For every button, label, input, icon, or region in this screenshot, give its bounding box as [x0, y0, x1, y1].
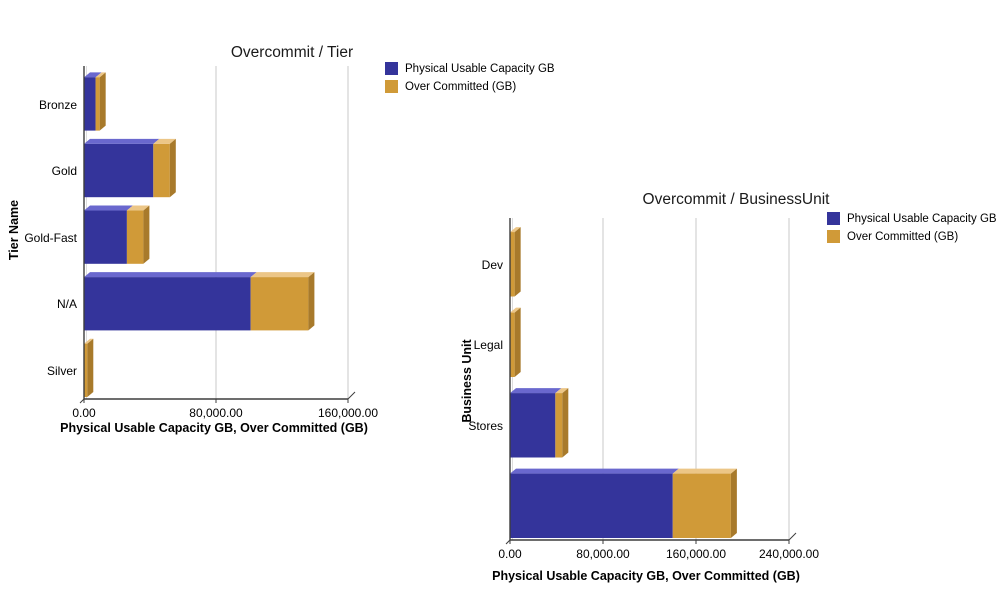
- bar-segment: [84, 143, 154, 198]
- x-tick-label: 240,000.00: [758, 547, 820, 561]
- bar-segment-top: [126, 205, 150, 211]
- x-tick-label: 0.00: [498, 547, 522, 561]
- plot-area: Dev Legal Stores 0.00 80,000.00 160,000.00 240…: [468, 218, 819, 561]
- bar-segment-top: [153, 138, 176, 144]
- axis-corner-left: [79, 398, 85, 404]
- chart-title: Overcommit / Tier: [230, 44, 354, 61]
- bar-end-cap: [562, 388, 569, 458]
- legend-swatch-gold: [827, 230, 840, 243]
- legend: Physical Usable Capacity GB Over Committ…: [385, 62, 555, 93]
- bar-segment-top: [84, 72, 102, 78]
- bar-segment: [126, 210, 144, 264]
- bar-segment-top: [95, 72, 106, 78]
- bar-end-cap: [99, 72, 106, 131]
- x-axis-title: Physical Usable Capacity GB, Over Commit…: [492, 569, 800, 583]
- plot-canvas: [505, 218, 797, 545]
- bar-segment-top: [510, 227, 521, 233]
- x-tick-label: 160,000.00: [317, 406, 379, 420]
- y-axis-title: Tier Name: [7, 199, 21, 261]
- bar-end-cap: [169, 138, 176, 198]
- legend-item-over-committed: Over Committed (GB): [827, 230, 997, 243]
- axis-corner-left: [505, 539, 511, 545]
- x-tick-label: 80,000.00: [189, 406, 243, 420]
- legend-item-physical-usable-capacity: Physical Usable Capacity GB: [827, 212, 997, 225]
- x-tick-label: 160,000.00: [665, 547, 727, 561]
- bar-segment-top: [84, 272, 257, 278]
- bar-segment-top: [84, 338, 94, 344]
- legend-item-physical-usable-capacity: Physical Usable Capacity GB: [385, 62, 555, 75]
- bar-segment-top: [510, 307, 521, 313]
- bar-end-cap: [308, 272, 315, 331]
- category-label: Legal: [473, 338, 503, 353]
- chart-title: Overcommit / BusinessUnit: [642, 191, 830, 208]
- category-label: Gold-Fast: [24, 230, 77, 245]
- category-label: Dev: [481, 257, 503, 272]
- category-label: Silver: [46, 364, 77, 379]
- bar-end-cap: [87, 338, 94, 397]
- bar-end-cap: [514, 227, 521, 297]
- bar-segment: [250, 277, 309, 331]
- bar-segment-top: [555, 388, 569, 394]
- legend-item-over-committed: Over Committed (GB): [385, 80, 555, 93]
- bar-segment: [510, 312, 515, 377]
- x-tick-label: 80,000.00: [576, 547, 630, 561]
- bar-end-cap: [143, 205, 150, 264]
- legend-swatch-blue: [385, 62, 398, 75]
- x-tick-label: 0.00: [72, 406, 96, 420]
- legend-swatch-blue: [827, 212, 840, 225]
- axis-corner-right: [788, 532, 797, 541]
- category-label: Bronze: [38, 97, 77, 112]
- y-axis-title: Business Unit: [460, 339, 474, 423]
- legend-label: Over Committed (GB): [847, 230, 959, 243]
- axis-corner-right: [347, 391, 356, 400]
- category-label: N/A: [56, 297, 77, 312]
- bar-segment: [84, 343, 88, 397]
- bar-segment: [84, 77, 96, 131]
- bar-segment-top: [250, 272, 315, 278]
- bar-segment-top: [84, 205, 133, 211]
- plot-area: Bronze Gold Gold-Fast N/A Silver 0.00 80,000.0…: [24, 66, 378, 420]
- category-label: Stores: [468, 418, 503, 433]
- bar-segment: [555, 393, 563, 458]
- category-label: Gold: [51, 164, 77, 179]
- bar-segment: [84, 277, 251, 331]
- bar-end-cap: [730, 468, 737, 538]
- bar-segment-top: [510, 388, 562, 394]
- legend-label: Over Committed (GB): [405, 80, 517, 93]
- bar-segment: [84, 210, 127, 264]
- legend-label: Physical Usable Capacity GB: [405, 62, 555, 75]
- bar-segment: [510, 393, 556, 458]
- bar-end-cap: [514, 307, 521, 377]
- legend-swatch-gold: [385, 80, 398, 93]
- bar-segment-top: [84, 138, 160, 144]
- bar-segment: [95, 77, 100, 131]
- bar-segment: [510, 232, 515, 297]
- x-axis-title: Physical Usable Capacity GB, Over Commit…: [60, 421, 368, 435]
- legend: Physical Usable Capacity GB Over Committ…: [827, 212, 997, 243]
- bar-segment: [153, 143, 170, 198]
- bar-segment-top: [672, 468, 737, 474]
- legend-label: Physical Usable Capacity GB: [847, 212, 997, 225]
- bar-segment: [672, 473, 731, 538]
- bar-segment-top: [510, 468, 679, 474]
- plot-canvas: [79, 66, 356, 404]
- bar-segment: [510, 473, 673, 538]
